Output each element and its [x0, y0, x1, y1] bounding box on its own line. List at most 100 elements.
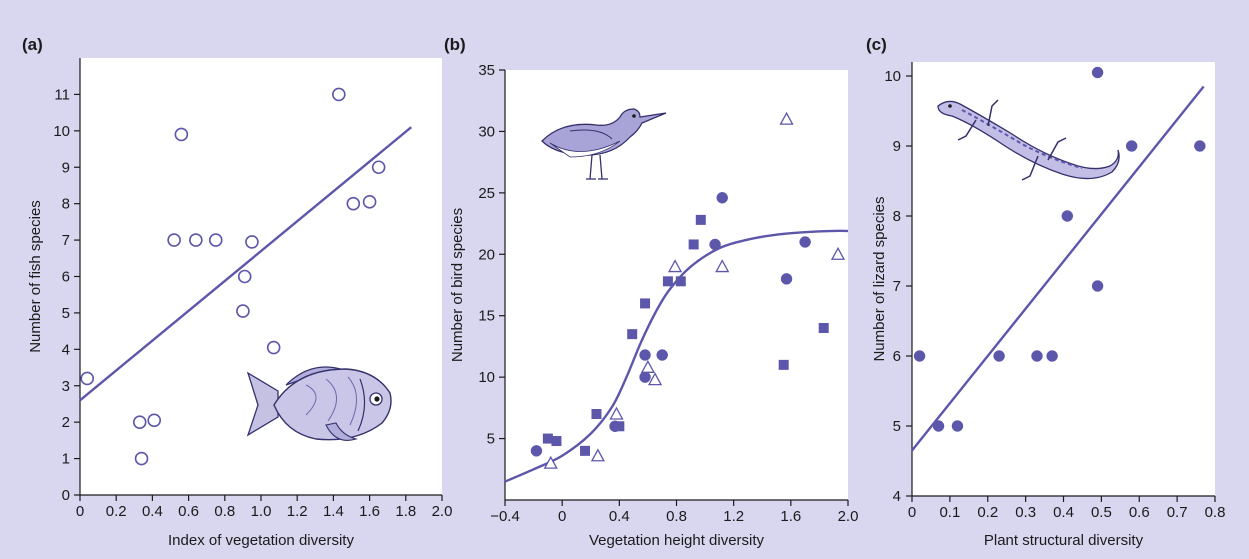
- x-tick-label: 0.7: [1167, 504, 1188, 521]
- data-point-filled-circle: [639, 349, 651, 361]
- data-point-open-circle: [132, 415, 147, 429]
- y-tick-label: 15: [478, 308, 495, 325]
- data-point-open-triangle: [667, 259, 683, 273]
- fit-line: [504, 229, 849, 483]
- lizard-stripe: [961, 109, 1083, 169]
- data-point-open-circle: [208, 233, 223, 247]
- chart-panel-0: (a) 0 0.2 0.4 0.6 0.8 1.0 1.2 1.4 1.6 1.8 2.0 0 1 2 3 4 5…: [22, 35, 452, 549]
- fit-line: [79, 126, 412, 402]
- y-tick-label: 8: [62, 196, 70, 213]
- data-point-open-triangle: [640, 359, 656, 373]
- data-point-open-circle: [332, 87, 346, 102]
- data-point-open-circle: [371, 160, 386, 175]
- y-tick-label: 5: [62, 305, 70, 322]
- data-point-filled-circle: [951, 420, 964, 432]
- y-tick-label: 0: [62, 487, 70, 504]
- lizard-legs: [957, 99, 1067, 181]
- fish-illustration-icon: [246, 366, 392, 441]
- x-tick-label: 1.2: [287, 503, 308, 520]
- x-tick-label: −0.4: [490, 508, 520, 525]
- data-point-filled-circle: [913, 350, 926, 362]
- y-tick-label: 3: [62, 378, 70, 395]
- y-tick-label: 6: [62, 269, 70, 286]
- panel-label: (a): [22, 35, 43, 54]
- data-point-filled-square: [542, 433, 553, 444]
- data-point-open-circle: [245, 235, 259, 249]
- x-tick-label: 0.8: [214, 503, 235, 520]
- data-point-open-circle: [80, 371, 95, 386]
- data-point-filled-circle: [993, 350, 1005, 362]
- y-tick-label: 25: [478, 185, 495, 202]
- x-tick-label: 1.6: [359, 503, 380, 520]
- data-point-open-circle: [266, 340, 281, 355]
- data-point-filled-square: [675, 276, 686, 287]
- y-tick-label: 7: [893, 278, 901, 295]
- data-point-open-circle: [236, 304, 250, 318]
- x-tick-label: 1.8: [395, 503, 416, 520]
- y-tick-label: 2: [62, 414, 70, 431]
- data-point-filled-square: [818, 323, 829, 333]
- x-tick-label: 0.5: [1091, 504, 1112, 521]
- bird-legs: [586, 154, 608, 180]
- fish-pupil: [374, 396, 380, 402]
- data-point-filled-circle: [530, 445, 543, 457]
- panel-label: (b): [444, 35, 466, 54]
- data-point-filled-circle: [799, 236, 811, 248]
- y-tick-label: 5: [893, 418, 901, 435]
- data-point-filled-circle: [1125, 140, 1138, 152]
- x-tick-label: 0.4: [1053, 504, 1074, 521]
- data-point-filled-circle: [1091, 280, 1104, 292]
- data-point-filled-square: [695, 214, 706, 225]
- data-point-filled-circle: [716, 192, 728, 204]
- bird-wing: [569, 129, 613, 140]
- data-point-filled-circle: [780, 273, 793, 285]
- x-tick-label: 0.3: [1015, 504, 1036, 521]
- data-point-open-triangle: [779, 111, 794, 125]
- bird-eye: [632, 114, 636, 118]
- y-tick-label: 9: [62, 159, 70, 176]
- x-tick-label: 1.6: [780, 508, 801, 525]
- x-tick-label: 0.4: [142, 503, 163, 520]
- data-point-filled-circle: [1194, 140, 1206, 152]
- x-tick-label: 2.0: [432, 503, 453, 520]
- data-point-open-circle: [134, 451, 149, 466]
- x-tick-label: 0.6: [178, 503, 199, 520]
- y-tick-label: 10: [884, 68, 901, 85]
- x-tick-label: 0.8: [1205, 504, 1226, 521]
- bird-belly: [549, 140, 621, 158]
- x-tick-label: 0.6: [1129, 504, 1150, 521]
- data-point-filled-square: [580, 445, 591, 456]
- y-tick-label: 35: [478, 62, 495, 79]
- data-point-filled-circle: [932, 420, 945, 432]
- data-point-filled-circle: [1031, 350, 1043, 362]
- y-tick-label: 20: [478, 246, 495, 263]
- x-axis-title: Index of vegetation diversity: [168, 532, 354, 549]
- data-point-filled-square: [614, 421, 625, 432]
- y-tick-label: 4: [62, 341, 70, 358]
- y-axis-title: Number of fish species: [27, 200, 44, 353]
- bird-illustration-icon: [541, 108, 667, 180]
- y-tick-label: 30: [478, 123, 495, 140]
- y-tick-label: 9: [893, 138, 901, 155]
- data-point-filled-circle: [709, 238, 721, 251]
- x-tick-label: 0: [558, 508, 566, 525]
- x-tick-label: 0.8: [666, 508, 687, 525]
- lizard-illustration-icon: [937, 99, 1120, 181]
- data-point-filled-square: [591, 409, 602, 419]
- x-axis-title: Vegetation height diversity: [589, 532, 765, 549]
- x-tick-label: 0: [908, 504, 916, 521]
- y-tick-label: 4: [893, 488, 901, 505]
- panel-label: (c): [866, 35, 887, 54]
- x-tick-label: 1.4: [323, 503, 344, 520]
- y-tick-label: 10: [53, 123, 70, 140]
- data-point-filled-square: [640, 298, 651, 309]
- x-tick-label: 0.2: [106, 503, 127, 520]
- data-point-open-triangle: [609, 406, 624, 420]
- chart-panel-2: (c) 0 0.1 0.2 0.3 0.4 0.5 0.6 0.7 0.8 4 5 6 7 8 9 10 Plan…: [866, 35, 1225, 549]
- x-tick-label: 1.0: [251, 503, 272, 520]
- fish-scales: [305, 376, 357, 426]
- fish-gill: [357, 378, 366, 432]
- x-tick-label: 2.0: [838, 508, 859, 525]
- y-tick-label: 11: [54, 86, 70, 103]
